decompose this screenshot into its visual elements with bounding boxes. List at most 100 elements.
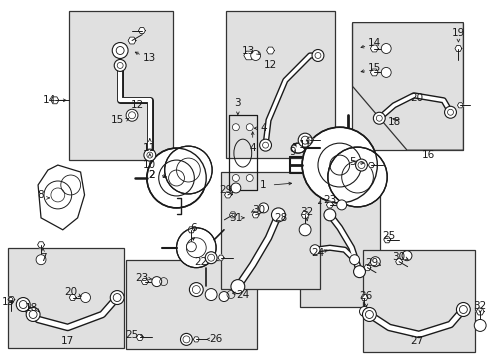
Polygon shape [383,237,390,243]
Circle shape [246,124,253,131]
Text: 24: 24 [311,248,324,258]
Text: 14: 14 [367,37,380,48]
Ellipse shape [291,143,305,153]
Text: 14: 14 [42,95,56,105]
Polygon shape [367,162,374,168]
Polygon shape [325,202,333,208]
Circle shape [250,50,260,60]
Circle shape [205,252,217,264]
Text: 13: 13 [143,54,156,63]
Text: 29: 29 [219,185,232,195]
Circle shape [189,283,203,297]
FancyBboxPatch shape [225,11,334,158]
Text: 11: 11 [143,143,156,153]
Circle shape [16,298,30,311]
Text: 9: 9 [288,147,295,157]
Circle shape [327,147,386,207]
Text: 23: 23 [323,195,336,205]
Text: 30: 30 [392,252,405,262]
Circle shape [353,266,365,278]
Circle shape [146,148,206,208]
Circle shape [126,109,138,121]
Text: 11: 11 [298,140,311,150]
Text: 5: 5 [348,157,355,167]
Circle shape [258,203,268,213]
Circle shape [186,242,196,252]
Text: 25: 25 [125,330,139,341]
Circle shape [230,280,244,293]
Circle shape [271,208,285,222]
Text: 1: 1 [260,180,266,190]
Text: 24: 24 [236,289,249,300]
Text: 3: 3 [234,98,241,108]
Circle shape [349,255,359,265]
Polygon shape [252,212,259,218]
Text: 6: 6 [190,223,196,233]
Circle shape [444,106,455,118]
FancyBboxPatch shape [126,260,256,349]
Circle shape [309,245,319,255]
FancyBboxPatch shape [300,192,380,306]
Text: 28: 28 [273,213,286,223]
Polygon shape [218,255,224,260]
Circle shape [369,257,380,267]
Circle shape [355,159,366,171]
Polygon shape [363,265,370,271]
Circle shape [232,175,239,181]
Circle shape [110,291,124,305]
Circle shape [180,333,192,345]
Polygon shape [301,211,308,218]
Polygon shape [369,69,378,76]
Circle shape [359,306,368,316]
Polygon shape [229,212,236,218]
Circle shape [26,307,40,321]
Circle shape [311,50,323,62]
Circle shape [455,302,469,316]
FancyBboxPatch shape [8,248,124,348]
Polygon shape [369,45,378,52]
Text: 2: 2 [148,170,155,180]
FancyBboxPatch shape [363,250,474,352]
Text: 17: 17 [61,336,74,346]
Circle shape [230,183,240,193]
Polygon shape [69,294,76,301]
Circle shape [205,289,217,301]
Text: 18: 18 [24,302,38,312]
Polygon shape [187,227,194,233]
Circle shape [381,67,390,77]
Circle shape [232,124,239,131]
Text: 18: 18 [386,117,400,127]
Text: 19: 19 [451,28,464,37]
Polygon shape [193,337,199,342]
Text: 4: 4 [260,123,266,133]
Polygon shape [395,259,402,265]
Text: 15: 15 [367,63,380,73]
Text: 12: 12 [130,100,143,110]
Text: 23: 23 [135,273,148,283]
Text: 7: 7 [40,253,46,263]
FancyBboxPatch shape [351,23,463,150]
Circle shape [81,293,90,302]
Text: 4: 4 [249,143,256,153]
Polygon shape [224,192,231,198]
Polygon shape [244,51,253,60]
Text: 2: 2 [148,170,155,180]
Polygon shape [38,165,84,230]
FancyBboxPatch shape [221,172,319,289]
Text: 27: 27 [409,336,423,346]
Polygon shape [306,137,313,143]
Circle shape [381,44,390,54]
Polygon shape [360,294,367,301]
Text: 31: 31 [229,213,242,223]
Polygon shape [51,97,59,104]
Text: 20: 20 [64,287,77,297]
Text: 30: 30 [251,205,264,215]
Circle shape [164,146,212,194]
Text: 32: 32 [300,207,313,217]
Circle shape [298,133,311,147]
Polygon shape [128,37,136,44]
Circle shape [323,209,335,221]
Text: 10: 10 [143,160,156,170]
Text: 26: 26 [358,291,371,301]
Text: 25: 25 [382,231,395,241]
